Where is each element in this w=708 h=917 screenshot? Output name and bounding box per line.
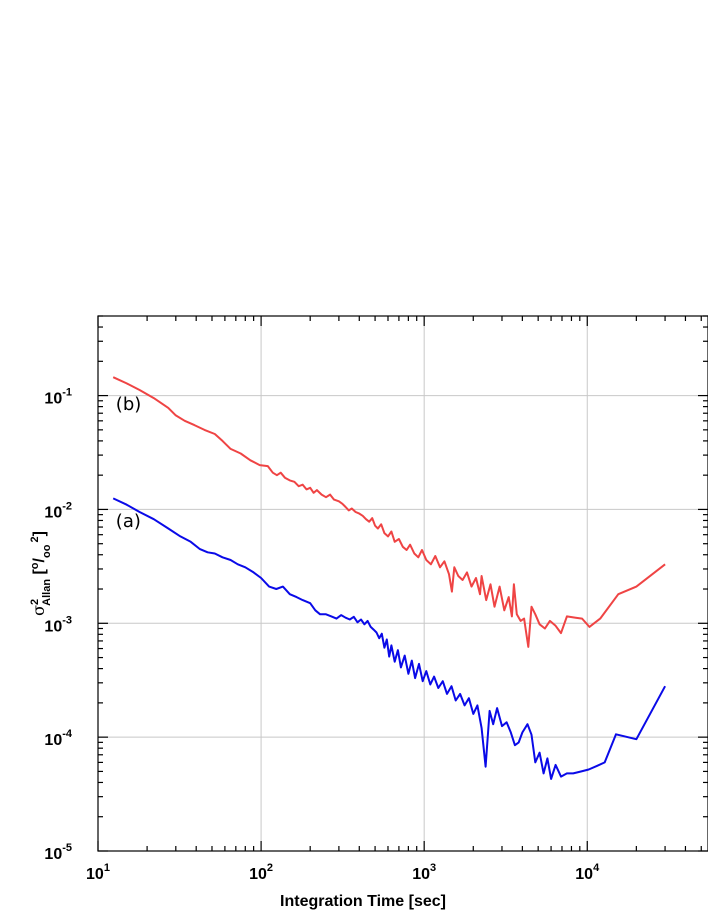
y-tick-label: 10-5 bbox=[44, 842, 72, 863]
y-tick-base: 10 bbox=[44, 391, 62, 408]
plot-frame bbox=[97, 315, 708, 852]
y-axis-unit-close: ] bbox=[31, 531, 48, 536]
y-tick-exponent: -3 bbox=[62, 614, 72, 626]
series-b-line bbox=[112, 376, 666, 648]
y-axis-unit-slash: / bbox=[31, 557, 48, 562]
x-tick-base: 10 bbox=[412, 866, 430, 883]
series-label-b: (b) bbox=[116, 394, 141, 415]
x-tick-base: 10 bbox=[575, 866, 593, 883]
series-label-a: (a) bbox=[116, 511, 141, 532]
y-axis-sigma-sup: 2 bbox=[29, 599, 41, 605]
y-tick-exponent: -1 bbox=[62, 387, 72, 399]
y-axis-unit-sup1: o bbox=[29, 562, 41, 569]
x-tick-label: 104 bbox=[575, 862, 600, 883]
y-axis-unit-sub: oo bbox=[41, 544, 53, 558]
x-tick-exponent: 2 bbox=[267, 862, 273, 874]
y-axis-title: σ2Allan [o/oo2] bbox=[29, 531, 53, 616]
x-tick-base: 10 bbox=[86, 866, 104, 883]
y-tick-label: 10-2 bbox=[44, 500, 72, 521]
y-tick-exponent: -4 bbox=[62, 728, 73, 740]
y-tick-base: 10 bbox=[44, 618, 62, 635]
y-tick-base: 10 bbox=[44, 846, 62, 863]
y-axis-sigma: σ bbox=[29, 605, 48, 616]
plot-lines bbox=[112, 376, 666, 780]
y-tick-label: 10-4 bbox=[44, 728, 72, 749]
y-tick-base: 10 bbox=[44, 504, 62, 521]
x-tick-label: 102 bbox=[249, 862, 273, 883]
y-axis-unit-sup2: 2 bbox=[29, 536, 41, 542]
y-tick-base: 10 bbox=[44, 732, 62, 749]
x-tick-exponent: 1 bbox=[104, 862, 110, 874]
y-tick-label: 10-3 bbox=[44, 614, 72, 635]
y-axis-sigma-sub: Allan bbox=[41, 579, 53, 606]
x-tick-base: 10 bbox=[249, 866, 267, 883]
series-a-line bbox=[112, 497, 666, 780]
x-tick-label: 101 bbox=[86, 862, 110, 883]
x-tick-exponent: 4 bbox=[593, 862, 600, 874]
grid bbox=[98, 316, 708, 851]
x-axis-title: Integration Time [sec] bbox=[280, 893, 446, 910]
y-tick-exponent: -5 bbox=[62, 842, 72, 854]
x-tick-label: 103 bbox=[412, 862, 436, 883]
x-tick-exponent: 3 bbox=[430, 862, 436, 874]
y-axis-unit-open: [ bbox=[31, 569, 48, 579]
y-tick-label: 10-1 bbox=[44, 387, 72, 408]
y-tick-exponent: -2 bbox=[62, 500, 72, 512]
